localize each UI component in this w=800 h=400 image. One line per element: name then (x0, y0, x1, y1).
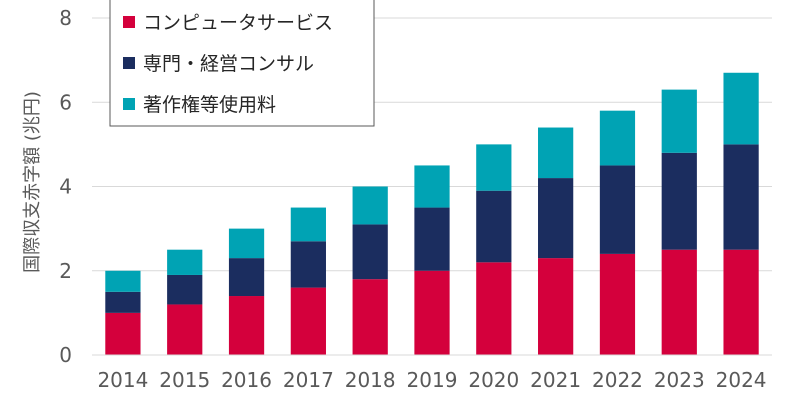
bar-segment (167, 304, 203, 355)
y-tick-label: 4 (59, 175, 72, 199)
x-tick-label: 2022 (592, 368, 643, 392)
bar-segment (228, 296, 265, 355)
x-tick-label: 2016 (221, 368, 272, 392)
bar-segment (290, 241, 326, 288)
y-tick-label: 0 (59, 343, 72, 367)
y-axis-ticks: 0 2 4 6 8 (59, 6, 72, 367)
x-tick-label: 2020 (468, 368, 519, 392)
x-tick-label: 2021 (530, 368, 581, 392)
bar-segment (290, 207, 326, 242)
bar-segment (352, 186, 388, 225)
bar-segment (538, 178, 574, 259)
bar-segment (476, 144, 512, 191)
bar-segment (723, 144, 759, 250)
bar-segment (414, 165, 450, 208)
bar-segment (599, 253, 636, 355)
bar-segment (476, 190, 512, 263)
bar-segment (105, 291, 141, 313)
legend-swatch (123, 16, 135, 28)
bar-segment (167, 249, 203, 275)
legend-label: 専門・経営コンサル (143, 53, 314, 75)
x-tick-label: 2019 (407, 368, 458, 392)
y-tick-label: 2 (59, 259, 72, 283)
bar-segment (228, 228, 265, 259)
y-tick-label: 6 (59, 90, 72, 114)
bar-segment (599, 110, 636, 166)
bar-segment (228, 258, 265, 297)
bar-segment (599, 165, 636, 254)
legend-label: 著作権等使用料 (143, 94, 276, 116)
bar-segment (414, 207, 450, 271)
x-tick-label: 2018 (345, 368, 396, 392)
bar-segment (538, 258, 574, 355)
legend-frame (109, 0, 375, 127)
bar-segment (723, 72, 759, 145)
bar-segment (352, 224, 388, 280)
bar-segment (476, 262, 512, 355)
legend-swatch (123, 98, 135, 110)
x-tick-label: 2017 (283, 368, 334, 392)
x-axis-ticks: 2014 2015 2016 2017 2018 2019 2020 2021 2022 2023… (97, 368, 766, 392)
bar-segment (661, 249, 697, 355)
legend-swatch (123, 57, 135, 69)
y-axis-title: 国際収支赤字額 (兆円) (22, 91, 43, 273)
x-tick-label: 2023 (654, 368, 705, 392)
legend-label: コンピュータサービス (143, 12, 333, 34)
bar-segment (661, 89, 697, 153)
x-tick-label: 2024 (716, 368, 767, 392)
bar-segment (290, 287, 326, 355)
x-tick-label: 2014 (97, 368, 148, 392)
bar-segment (414, 270, 450, 355)
y-tick-label: 8 (59, 6, 72, 30)
x-tick-label: 2015 (159, 368, 210, 392)
bar-segment (105, 312, 141, 355)
bar-segment (723, 249, 759, 355)
bar-segment (352, 279, 388, 355)
bar-segment (105, 270, 141, 292)
bar-segment (538, 127, 574, 179)
bar-segment (167, 274, 203, 305)
bars (105, 72, 759, 355)
bar-segment (661, 152, 697, 250)
